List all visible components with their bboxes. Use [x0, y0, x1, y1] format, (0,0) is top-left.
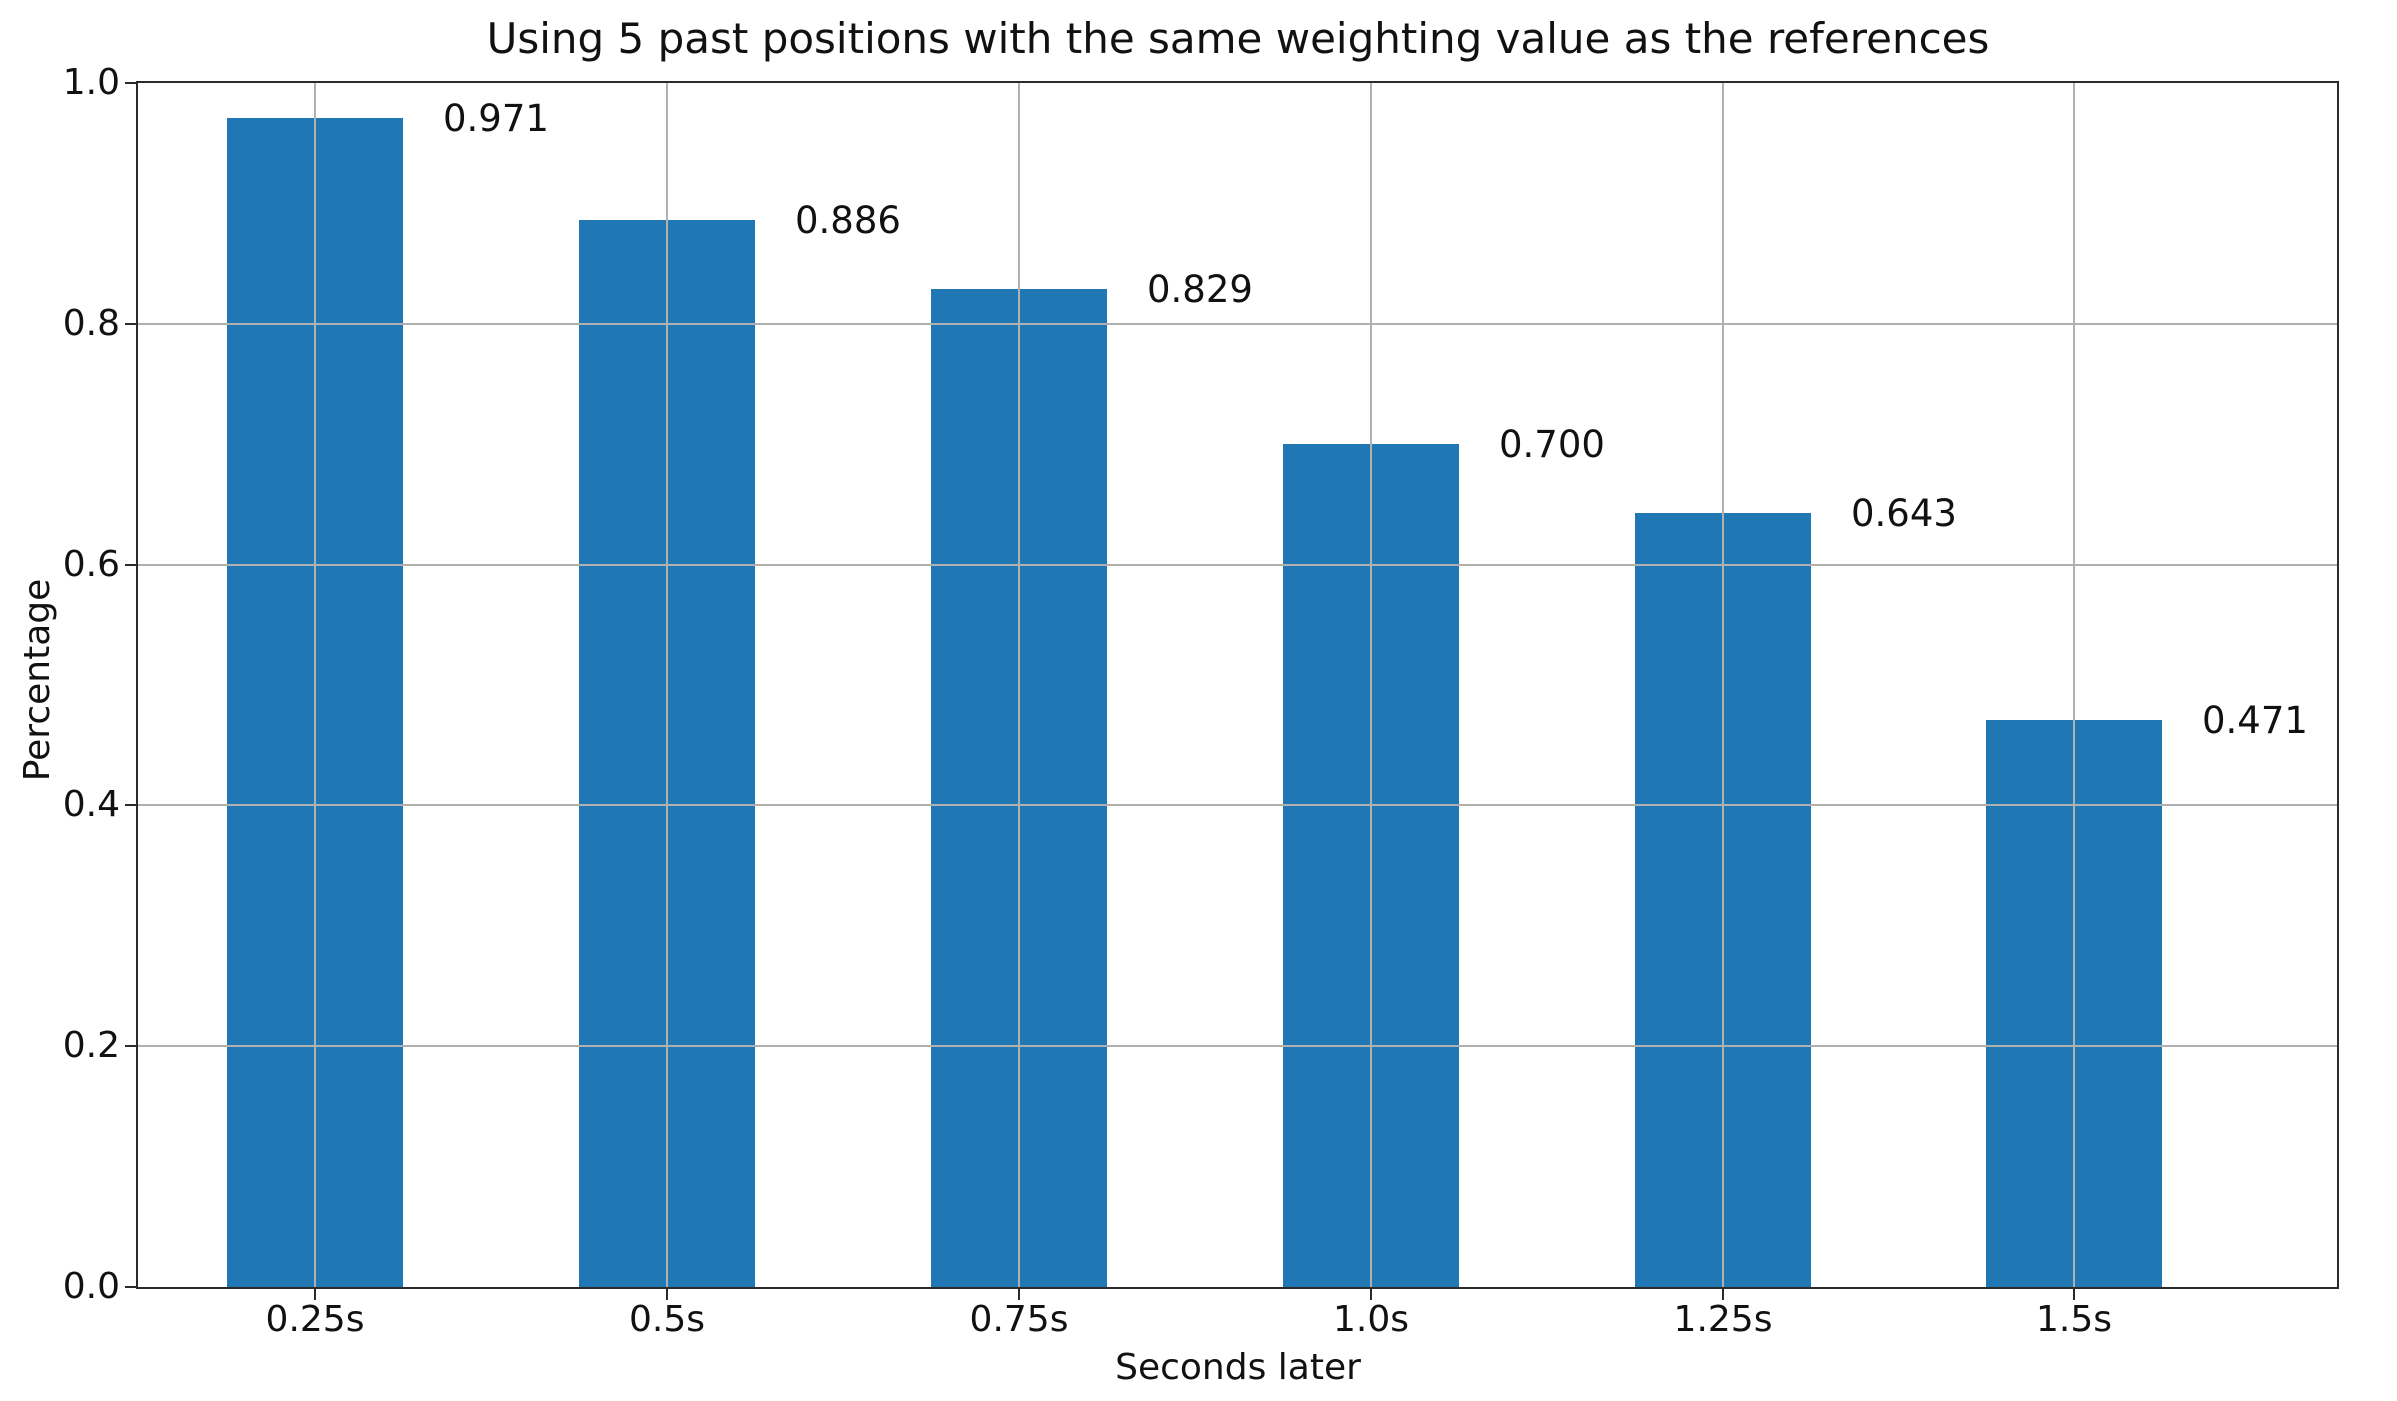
- y-tick-mark: [125, 82, 136, 84]
- h-gridline: [138, 563, 2337, 566]
- x-tick-mark: [314, 1289, 316, 1300]
- x-tick-label: 1.5s: [2035, 1299, 2113, 1340]
- y-tick-label: 0.6: [62, 543, 120, 585]
- v-gridline: [314, 83, 316, 1287]
- bar-value-label: 0.971: [443, 97, 549, 140]
- v-gridline: [666, 83, 668, 1287]
- x-tick-mark: [1370, 1289, 1372, 1300]
- y-tick-mark: [125, 1045, 136, 1048]
- v-gridline: [1370, 83, 1372, 1287]
- bar-value-label: 0.643: [1851, 492, 1957, 535]
- y-tick-mark: [125, 1286, 136, 1288]
- v-gridline: [2073, 83, 2075, 1287]
- x-tick-label: 0.25s: [265, 1299, 365, 1340]
- y-tick-label: 0.0: [62, 1266, 120, 1307]
- x-tick-mark: [1722, 1289, 1724, 1300]
- bar-value-label: 0.829: [1147, 268, 1253, 311]
- y-tick-mark: [125, 563, 136, 566]
- x-tick-mark: [1018, 1289, 1020, 1300]
- y-tick-mark: [125, 322, 136, 325]
- y-tick-label: 1.0: [62, 62, 120, 103]
- x-tick-mark: [666, 1289, 668, 1300]
- bar-value-label: 0.471: [2202, 699, 2308, 742]
- y-tick-label: 0.2: [62, 1025, 120, 1067]
- y-tick-label: 0.8: [62, 302, 120, 344]
- bar-value-label: 0.886: [795, 199, 901, 242]
- y-tick-mark: [125, 804, 136, 807]
- y-tick-label: 0.4: [62, 784, 120, 826]
- h-gridline: [138, 322, 2337, 325]
- x-tick-label: 0.75s: [969, 1299, 1069, 1340]
- x-tick-label: 0.5s: [628, 1299, 706, 1340]
- v-gridline: [1018, 83, 1020, 1287]
- bar-value-label: 0.700: [1499, 423, 1605, 466]
- h-gridline: [138, 1045, 2337, 1048]
- x-tick-mark: [2073, 1289, 2075, 1300]
- x-tick-label: 1.0s: [1332, 1299, 1410, 1340]
- h-gridline: [138, 804, 2337, 807]
- x-tick-label: 1.25s: [1673, 1299, 1773, 1340]
- v-gridline: [1722, 83, 1724, 1287]
- chart-title: Using 5 past positions with the same wei…: [486, 14, 1990, 63]
- x-axis-label: Seconds later: [1115, 1347, 1361, 1388]
- y-axis-label: Percentage: [17, 578, 58, 782]
